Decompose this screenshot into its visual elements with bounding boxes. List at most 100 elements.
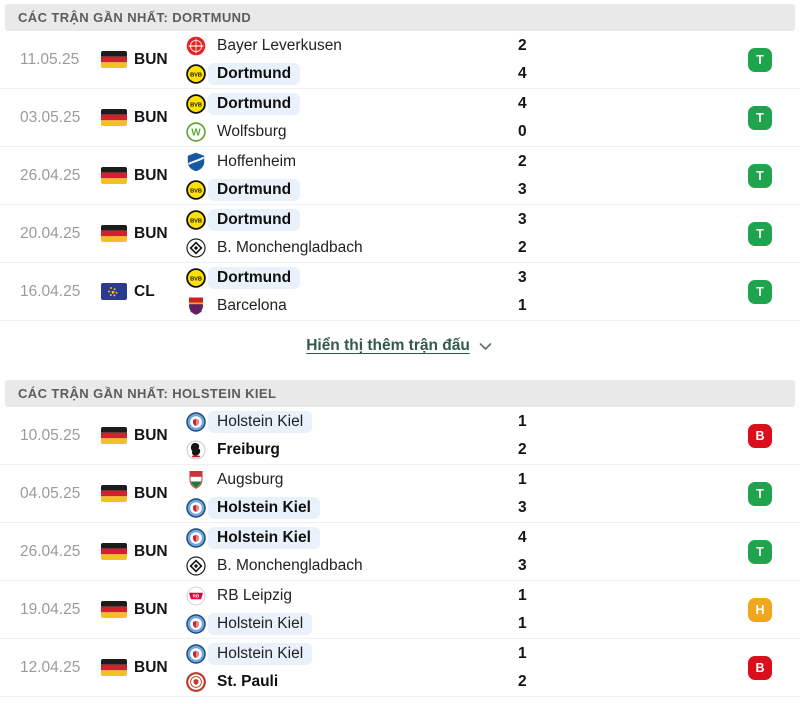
result-badge: T (748, 163, 772, 188)
kiel-logo-icon (186, 527, 206, 548)
teams-column: Augsburg Holstein Kiel (186, 467, 518, 521)
match-date: 10.05.25 (20, 426, 81, 444)
team-line: B. Monchengladbach (186, 553, 518, 579)
section-gap (0, 371, 800, 380)
league-code: BUN (134, 484, 168, 502)
scores-column: 4 3 (518, 525, 748, 579)
leverkusen-logo-icon (186, 36, 206, 56)
match-row[interactable]: 04.05.25 BUN Augsburg Holstein Kiel 1 3 … (0, 465, 800, 523)
team-line: RB RB Leipzig (186, 583, 518, 609)
gladbach-logo-icon (186, 237, 206, 258)
team-name: B. Monchengladbach (217, 556, 363, 574)
team-score: 3 (518, 268, 527, 286)
result-badge: T (748, 105, 772, 130)
result-badge: T (748, 481, 772, 506)
matches-list-dortmund: 11.05.25 BUN Bayer Leverkusen BVB Dortmu… (0, 31, 800, 321)
match-date: 11.05.25 (20, 50, 80, 68)
team-name: Barcelona (217, 296, 287, 314)
team-line: Augsburg (186, 467, 518, 493)
team-name: Holstein Kiel (208, 642, 313, 665)
team-name: Wolfsburg (217, 122, 287, 140)
team-score: 1 (518, 644, 527, 662)
dortmund-logo-icon: BVB (186, 267, 206, 288)
match-row[interactable]: 03.05.25 BUN BVB Dortmund W Wolfsburg 4 … (0, 89, 800, 147)
scores-column: 1 3 (518, 467, 748, 521)
match-row[interactable]: 11.05.25 BUN Bayer Leverkusen BVB Dortmu… (0, 31, 800, 89)
team-name: Freiburg (217, 440, 280, 458)
badge-column: T (748, 47, 800, 72)
teams-column: Holstein Kiel Freiburg (186, 409, 518, 463)
badge-column: B (748, 423, 800, 448)
scores-column: 1 2 (518, 409, 748, 463)
scores-column: 1 2 (518, 641, 748, 695)
league-code: BUN (134, 224, 168, 242)
team-line: Holstein Kiel (186, 495, 518, 521)
league-code: BUN (134, 542, 168, 560)
league-code: BUN (134, 658, 168, 676)
team-name: Dortmund (208, 266, 301, 289)
germany-flag-icon (101, 167, 134, 184)
team-name: Dortmund (208, 92, 301, 115)
germany-flag-icon (101, 109, 134, 126)
teams-column: RB RB Leipzig Holstein Kiel (186, 583, 518, 637)
league-code: BUN (134, 108, 168, 126)
chevron-down-icon[interactable] (477, 338, 494, 355)
match-date: 04.05.25 (20, 484, 81, 502)
badge-column: T (748, 221, 800, 246)
team-score: 0 (518, 122, 527, 140)
show-more-link[interactable]: Hiển thị thêm trận đấu (306, 337, 470, 354)
dortmund-logo-icon: BVB (186, 63, 206, 84)
badge-column: T (748, 279, 800, 304)
teams-column: Bayer Leverkusen BVB Dortmund (186, 33, 518, 87)
germany-flag-icon (101, 427, 134, 444)
teams-column: BVB Dortmund B. Monchengladbach (186, 207, 518, 261)
svg-text:RB: RB (193, 593, 200, 598)
team-line: Holstein Kiel (186, 409, 518, 435)
match-row[interactable]: 26.04.25 BUN Holstein Kiel B. Monchengla… (0, 523, 800, 581)
team-line: Hoffenheim (186, 149, 518, 175)
team-score: 1 (518, 412, 527, 430)
scores-column: 4 0 (518, 91, 748, 145)
match-row[interactable]: 12.04.25 BUN Holstein Kiel St. Pauli 1 2… (0, 639, 800, 697)
team-line: St. Pauli (186, 669, 518, 695)
team-score: 1 (518, 586, 527, 604)
team-line: BVB Dortmund (186, 265, 518, 291)
match-date: 20.04.25 (20, 224, 81, 242)
match-row[interactable]: 16.04.25 CL BVB Dortmund Barcelona 3 1 T (0, 263, 800, 321)
team-score: 2 (518, 440, 527, 458)
svg-text:BVB: BVB (190, 72, 202, 78)
teams-column: BVB Dortmund W Wolfsburg (186, 91, 518, 145)
scores-column: 1 1 (518, 583, 748, 637)
svg-text:W: W (191, 127, 201, 138)
svg-text:BVB: BVB (190, 102, 202, 108)
wolfsburg-logo-icon: W (186, 121, 206, 142)
match-row[interactable]: 26.04.25 BUN Hoffenheim BVB Dortmund 2 3… (0, 147, 800, 205)
badge-column: T (748, 481, 800, 506)
stpauli-logo-icon (186, 671, 206, 692)
dortmund-logo-icon: BVB (186, 93, 206, 114)
matches-list-holstein-kiel: 10.05.25 BUN Holstein Kiel Freiburg 1 2 … (0, 407, 800, 697)
scores-column: 2 3 (518, 149, 748, 203)
teams-column: Holstein Kiel B. Monchengladbach (186, 525, 518, 579)
league-code: BUN (134, 50, 168, 68)
team-line: BVB Dortmund (186, 61, 518, 87)
section-header-holstein-kiel: CÁC TRẬN GẦN NHẤT: HOLSTEIN KIEL (5, 380, 795, 407)
germany-flag-icon (101, 659, 134, 676)
match-row[interactable]: 19.04.25 BUN RB RB Leipzig Holstein Kiel… (0, 581, 800, 639)
team-line: Holstein Kiel (186, 641, 518, 667)
badge-column: B (748, 655, 800, 680)
badge-column: H (748, 597, 800, 622)
team-score: 2 (518, 152, 527, 170)
match-date: 19.04.25 (20, 600, 81, 618)
team-line: Holstein Kiel (186, 525, 518, 551)
team-score: 4 (518, 64, 527, 82)
dortmund-logo-icon: BVB (186, 209, 206, 230)
team-score: 2 (518, 238, 527, 256)
result-badge: T (748, 47, 772, 72)
team-score: 2 (518, 672, 527, 690)
match-row[interactable]: 10.05.25 BUN Holstein Kiel Freiburg 1 2 … (0, 407, 800, 465)
match-row[interactable]: 20.04.25 BUN BVB Dortmund B. Monchenglad… (0, 205, 800, 263)
germany-flag-icon (101, 601, 134, 618)
team-score: 1 (518, 614, 527, 632)
match-date: 16.04.25 (20, 282, 81, 300)
